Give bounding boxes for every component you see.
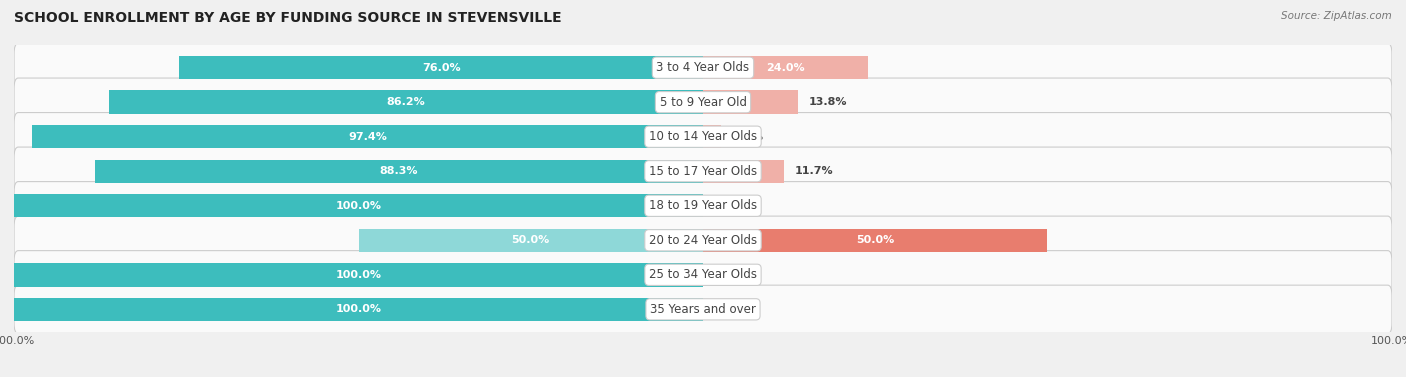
Text: 24.0%: 24.0% <box>766 63 806 73</box>
Text: 86.2%: 86.2% <box>387 97 426 107</box>
Text: 10 to 14 Year Olds: 10 to 14 Year Olds <box>650 130 756 143</box>
Text: 100.0%: 100.0% <box>336 304 381 314</box>
FancyBboxPatch shape <box>14 147 1392 195</box>
Bar <box>14 297 703 321</box>
FancyBboxPatch shape <box>14 251 1392 299</box>
Bar <box>703 125 721 149</box>
Bar <box>94 159 703 183</box>
Text: Source: ZipAtlas.com: Source: ZipAtlas.com <box>1281 11 1392 21</box>
Text: 100.0%: 100.0% <box>336 270 381 280</box>
Bar <box>359 228 703 252</box>
Text: 88.3%: 88.3% <box>380 166 418 176</box>
Text: 0.0%: 0.0% <box>714 270 745 280</box>
FancyBboxPatch shape <box>14 182 1392 230</box>
Text: 2.6%: 2.6% <box>733 132 763 142</box>
Bar <box>703 159 783 183</box>
Text: 50.0%: 50.0% <box>512 235 550 245</box>
Text: 35 Years and over: 35 Years and over <box>650 303 756 316</box>
FancyBboxPatch shape <box>14 216 1392 264</box>
Text: 5 to 9 Year Old: 5 to 9 Year Old <box>659 96 747 109</box>
FancyBboxPatch shape <box>14 285 1392 334</box>
Bar <box>110 90 703 114</box>
Text: 11.7%: 11.7% <box>794 166 834 176</box>
FancyBboxPatch shape <box>14 43 1392 92</box>
Text: 0.0%: 0.0% <box>714 304 745 314</box>
Bar <box>703 228 1047 252</box>
Bar <box>703 90 799 114</box>
Text: 20 to 24 Year Olds: 20 to 24 Year Olds <box>650 234 756 247</box>
Bar <box>703 56 869 80</box>
Text: 15 to 17 Year Olds: 15 to 17 Year Olds <box>650 165 756 178</box>
Text: 100.0%: 100.0% <box>336 201 381 211</box>
FancyBboxPatch shape <box>14 78 1392 126</box>
Text: 0.0%: 0.0% <box>714 201 745 211</box>
Text: 18 to 19 Year Olds: 18 to 19 Year Olds <box>650 199 756 212</box>
Bar <box>14 194 703 218</box>
Text: 50.0%: 50.0% <box>856 235 894 245</box>
Bar <box>14 263 703 287</box>
Text: 13.8%: 13.8% <box>808 97 848 107</box>
Text: 97.4%: 97.4% <box>349 132 387 142</box>
Text: SCHOOL ENROLLMENT BY AGE BY FUNDING SOURCE IN STEVENSVILLE: SCHOOL ENROLLMENT BY AGE BY FUNDING SOUR… <box>14 11 561 25</box>
Text: 76.0%: 76.0% <box>422 63 461 73</box>
Text: 3 to 4 Year Olds: 3 to 4 Year Olds <box>657 61 749 74</box>
Bar <box>32 125 703 149</box>
Bar <box>180 56 703 80</box>
FancyBboxPatch shape <box>14 113 1392 161</box>
Text: 25 to 34 Year Olds: 25 to 34 Year Olds <box>650 268 756 281</box>
